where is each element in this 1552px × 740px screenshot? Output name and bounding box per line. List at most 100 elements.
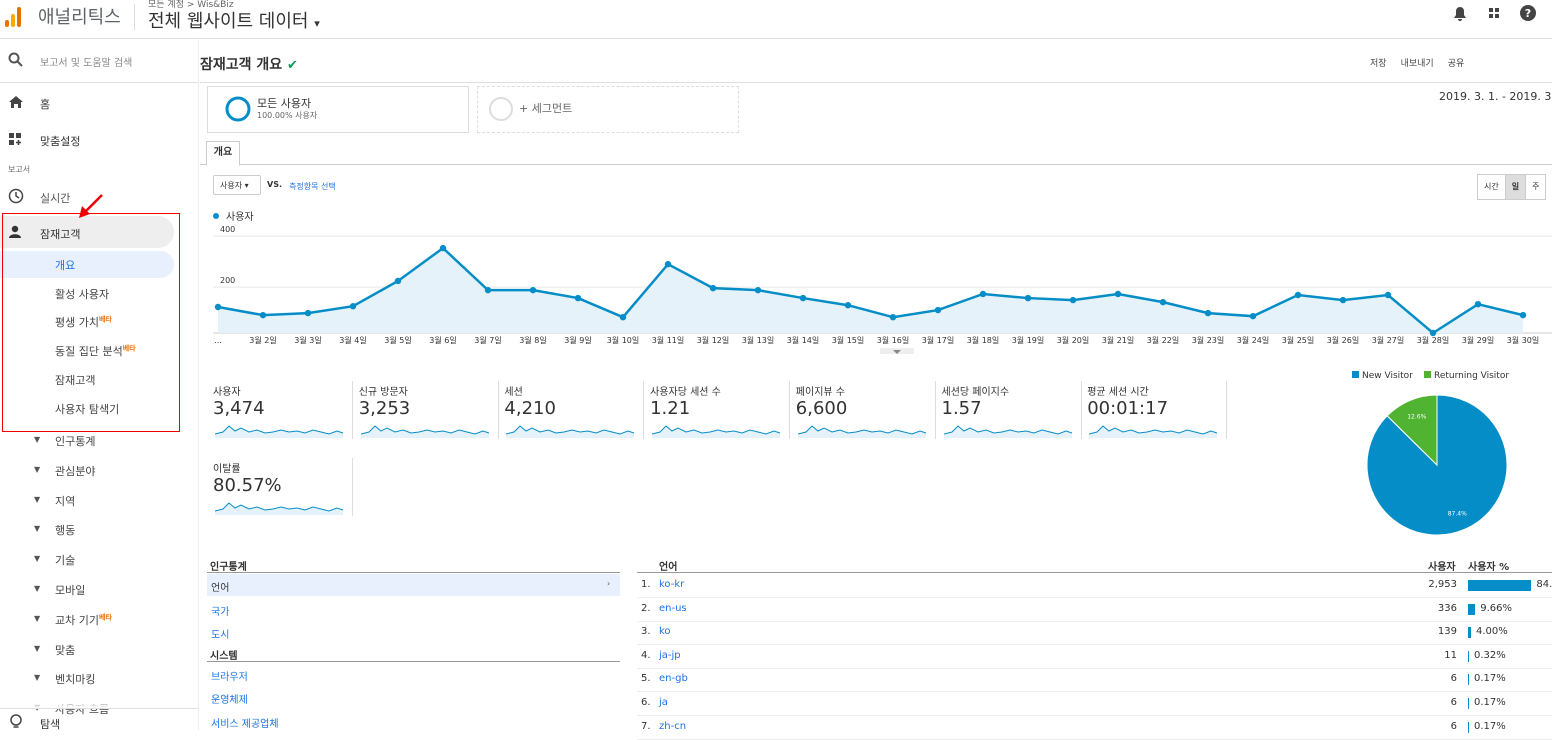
- point: [1114, 290, 1122, 298]
- nav-subitem-label: 활성 사용자: [55, 288, 110, 301]
- scorecard-value: 3,474: [213, 398, 265, 419]
- row-line: [637, 715, 1552, 716]
- nav-realtime[interactable]: 실시간: [40, 192, 71, 205]
- home-icon: [9, 96, 23, 108]
- demographic-link[interactable]: 언어: [211, 583, 230, 594]
- area: [218, 248, 1523, 333]
- top-bar: [0, 0, 1552, 39]
- granularity-button[interactable]: 주: [1525, 174, 1547, 200]
- language-link[interactable]: en-gb: [659, 673, 688, 685]
- apps-icon[interactable]: [1489, 8, 1499, 18]
- date-range[interactable]: 2019. 3. 1. - 2019. 3.: [1439, 90, 1552, 103]
- nav-subitem[interactable]: 잠재고객: [55, 372, 95, 388]
- legend-swatch: [1424, 371, 1431, 378]
- y-tick-label: 400: [220, 225, 235, 234]
- pct-bar: [1468, 650, 1469, 662]
- add-segment[interactable]: [477, 86, 739, 133]
- nav-subitem[interactable]: 개요: [55, 257, 75, 273]
- audience-icon: [9, 225, 21, 238]
- nav-subitem[interactable]: 인구통계: [55, 433, 95, 449]
- property-selector[interactable]: 전체 웹사이트 데이터 ▾: [148, 11, 320, 32]
- divider: [134, 4, 135, 30]
- nav-discover[interactable]: 탐색: [40, 718, 61, 731]
- nav-subitem[interactable]: 교차 기기베타: [55, 612, 112, 628]
- scorecard-value: 3,253: [358, 398, 411, 419]
- language-link[interactable]: ja-jp: [659, 649, 681, 661]
- expand-arrow: ▼: [34, 435, 41, 444]
- demographic-link[interactable]: 브라우저: [211, 671, 248, 683]
- language-link[interactable]: ja: [659, 697, 668, 708]
- scorecard-sep: [352, 458, 353, 516]
- sidebar-border: [198, 38, 199, 730]
- x-tick-label: 3월 14일: [787, 335, 820, 345]
- point: [1294, 291, 1302, 299]
- nav-customization[interactable]: 맞춤설정: [40, 135, 81, 148]
- nav-subitem[interactable]: 모바일: [55, 582, 85, 598]
- nav-subitem-label: 평생 가치: [55, 316, 99, 329]
- top-icons: ?: [1454, 5, 1536, 21]
- rank: 2.: [641, 602, 651, 614]
- demographic-link[interactable]: 도시: [211, 630, 230, 641]
- demographic-link[interactable]: 서비스 제공업체: [211, 718, 279, 730]
- language-link[interactable]: zh-cn: [659, 720, 687, 732]
- nav-subitem[interactable]: 지역: [55, 493, 75, 509]
- x-tick-label: 3월 11일: [652, 335, 685, 345]
- legend-label: New Visitor: [1362, 371, 1413, 381]
- point: [664, 260, 672, 268]
- column-header: 사용자: [1428, 562, 1456, 573]
- nav-subitem[interactable]: 행동: [55, 522, 75, 538]
- row-line: [637, 644, 1552, 646]
- notifications-icon[interactable]: [1454, 7, 1466, 21]
- row-line: [637, 667, 1552, 669]
- nav-audience[interactable]: 잠재고객: [40, 228, 81, 241]
- language-link[interactable]: ko: [659, 626, 671, 638]
- action-button[interactable]: 저장: [1370, 59, 1387, 69]
- select-metric[interactable]: 측정항목 선택: [289, 182, 336, 191]
- demographic-link[interactable]: 국가: [211, 606, 230, 618]
- search-box[interactable]: 보고서 및 도움말 검색: [40, 58, 133, 69]
- breadcrumb[interactable]: 모든 계정 > Wis&Biz: [148, 0, 234, 10]
- nav-subitem[interactable]: 평생 가치베타: [55, 314, 112, 330]
- action-button[interactable]: 공유: [1447, 59, 1465, 69]
- sparkline: [1089, 425, 1218, 438]
- point: [484, 286, 492, 294]
- metric-selector[interactable]: 사용자 ▾: [213, 175, 261, 195]
- sparkline: [215, 502, 344, 515]
- tab-overview[interactable]: 개요: [206, 141, 240, 166]
- selected-row: [207, 574, 620, 596]
- demographic-link[interactable]: 운영체제: [211, 695, 248, 706]
- red-arrow: [79, 194, 103, 218]
- beta-badge: 베타: [98, 315, 112, 324]
- nav-subitem[interactable]: 동질 집단 분석베타: [55, 343, 136, 359]
- point: [1339, 296, 1347, 304]
- point: [1519, 311, 1527, 319]
- metric-name: 사용자: [220, 181, 243, 190]
- point: [844, 302, 852, 309]
- sparkline: [215, 425, 344, 438]
- granularity-button[interactable]: 일: [1504, 174, 1527, 200]
- expand-arrow: ▼: [34, 524, 41, 534]
- action-button[interactable]: 내보내기: [1400, 59, 1434, 69]
- pct-label: 0.32%: [1474, 649, 1506, 661]
- language-link[interactable]: en-us: [659, 602, 687, 614]
- nav-subitem[interactable]: 기술: [55, 552, 75, 568]
- nav-subitem[interactable]: 관심분야: [55, 463, 95, 479]
- scorecard-label: 세션: [504, 387, 523, 398]
- x-tick-label: 3월 4일: [339, 335, 366, 345]
- nav-subitem[interactable]: 활성 사용자: [55, 286, 109, 302]
- nav-subitem[interactable]: 맞춤: [55, 642, 75, 658]
- expand-arrow: ▼: [34, 584, 41, 593]
- language-link[interactable]: ko-kr: [659, 579, 685, 590]
- help-icon[interactable]: [1520, 5, 1536, 21]
- nav-subitem-label: 행동: [55, 524, 76, 538]
- point: [1069, 296, 1077, 304]
- scorecard-value: 1.57: [941, 398, 982, 419]
- segment-card[interactable]: [207, 86, 469, 133]
- nav-home[interactable]: 홈: [40, 98, 51, 111]
- pct-label: 4.00%: [1476, 626, 1508, 638]
- nav-subitem-label: 모바일: [55, 584, 86, 597]
- point: [1384, 291, 1392, 299]
- nav-subitem[interactable]: 사용자 탐색기: [55, 401, 119, 417]
- nav-subitem[interactable]: 벤치마킹: [55, 671, 95, 687]
